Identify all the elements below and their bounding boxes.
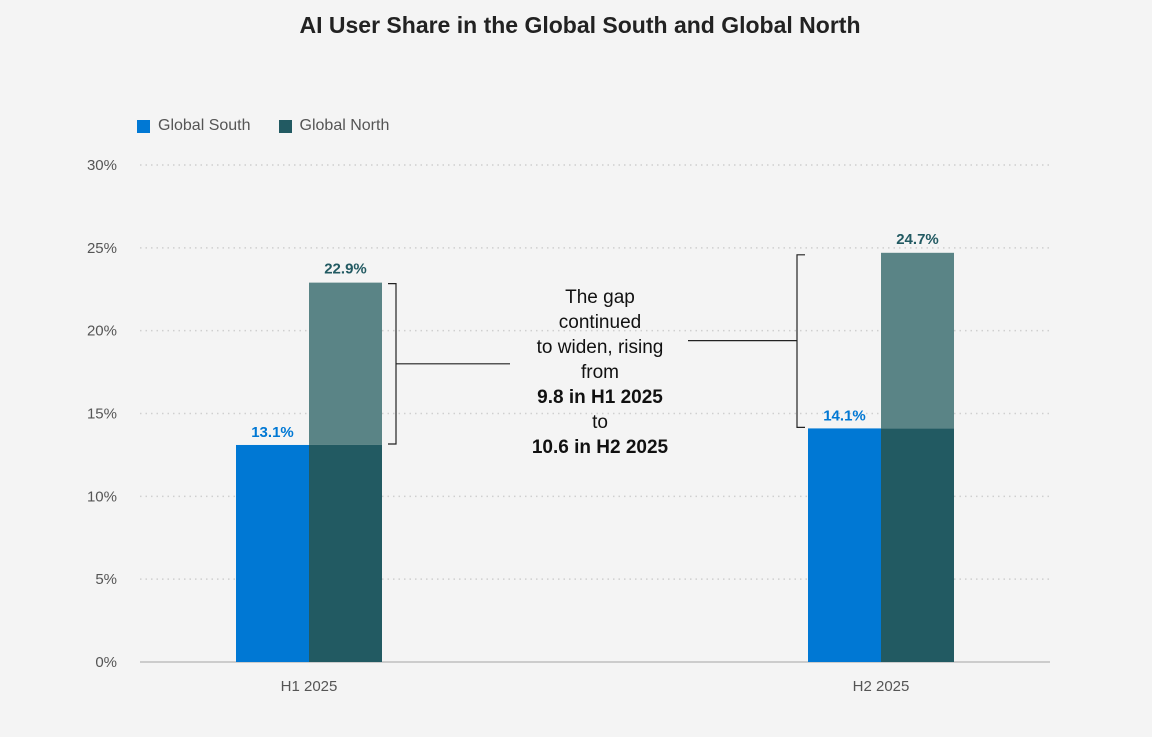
data-label-global-north: 24.7% [896,231,939,248]
gap-bracket-h1 [388,283,397,445]
x-tick-label: H1 2025 [281,678,338,695]
legend: Global South Global North [137,117,417,135]
annotation-line: from [581,362,619,383]
data-label-global-south: 13.1% [251,424,294,441]
chart-title: AI User Share in the Global South and Gl… [299,12,861,38]
y-tick-label: 30% [87,157,117,174]
legend-swatch-global-south [137,119,150,133]
x-tick-label: H2 2025 [853,678,910,695]
y-tick-label: 0% [95,654,117,671]
y-tick-label: 10% [87,488,117,505]
annotation-line: continued [558,312,642,333]
bar-global-south [236,444,309,662]
annotation-line: The gap [565,287,635,308]
annotation-gap-h1: 9.8 in H1 2025 [537,387,663,408]
bar-global-south [808,428,881,662]
data-label-global-south: 14.1% [823,407,866,424]
data-label-global-north: 22.9% [324,261,367,278]
legend-item-global-north: Global North [278,117,390,135]
legend-swatch-global-north [278,119,292,133]
bar-global-north-gap [309,282,382,445]
bar-global-north-base [881,428,954,662]
y-tick-label: 20% [87,323,117,340]
legend-label-global-north: Global North [299,117,390,134]
bar-global-north-base [309,444,382,662]
annotation-line: to widen, rising [536,337,664,358]
gap-bracket-h2 [796,254,805,429]
annotation-gap-h2: 10.6 in H2 2025 [531,437,669,458]
legend-label-global-south: Global South [158,117,251,134]
annotation-line: to [592,412,608,433]
gap-annotation: The gap continued to widen, rising from … [510,285,690,460]
bar-global-north-gap [881,252,954,429]
y-tick-label: 5% [95,571,117,588]
legend-item-global-south: Global South [137,117,251,135]
y-tick-label: 25% [87,240,117,257]
y-tick-label: 15% [87,406,117,423]
